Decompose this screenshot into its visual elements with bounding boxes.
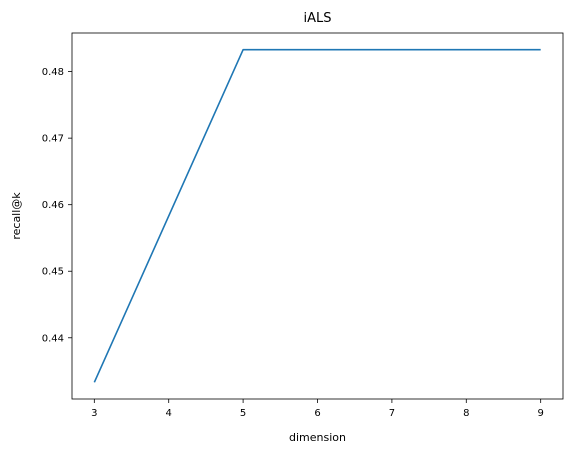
x-tick-label: 5 xyxy=(240,408,246,419)
x-axis-label: dimension xyxy=(289,431,346,444)
x-tick-label: 3 xyxy=(91,408,97,419)
y-axis-label: recall@k xyxy=(10,192,23,240)
x-tick-label: 6 xyxy=(314,408,320,419)
y-axis-ticks: 0.44 0.45 0.46 0.47 0.48 xyxy=(42,67,72,344)
x-tick-label: 9 xyxy=(537,408,543,419)
series-group xyxy=(93,48,541,383)
plot-frame xyxy=(71,32,564,400)
x-tick-label: 4 xyxy=(166,408,172,419)
chart-title: iALS xyxy=(304,11,332,26)
y-tick-label: 0.48 xyxy=(42,67,64,78)
x-tick-label: 7 xyxy=(389,408,395,419)
y-tick-label: 0.46 xyxy=(42,200,64,211)
series-line xyxy=(93,48,541,383)
y-tick-label: 0.44 xyxy=(42,333,64,344)
x-axis-ticks: 3 4 5 6 7 8 9 xyxy=(91,399,544,419)
y-tick-label: 0.45 xyxy=(42,267,64,278)
y-tick-label: 0.47 xyxy=(42,134,64,145)
x-tick-label: 8 xyxy=(463,408,469,419)
